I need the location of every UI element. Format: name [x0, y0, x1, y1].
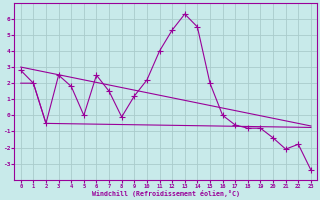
X-axis label: Windchill (Refroidissement éolien,°C): Windchill (Refroidissement éolien,°C) [92, 190, 240, 197]
